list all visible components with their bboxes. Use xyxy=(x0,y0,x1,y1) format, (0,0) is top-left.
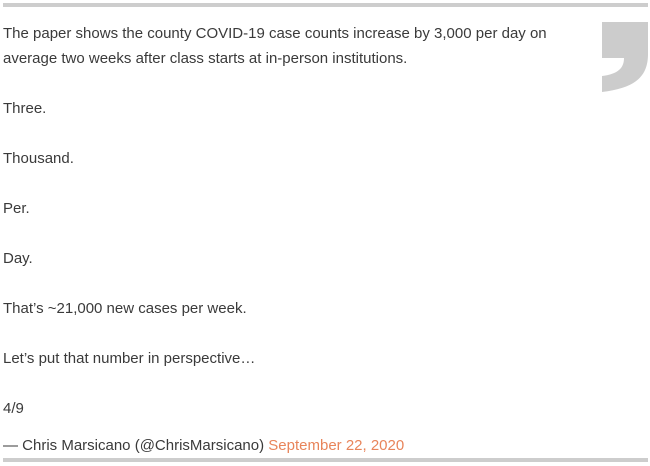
closing-quote-icon xyxy=(602,22,648,92)
tweet-paragraph: Thousand. xyxy=(3,150,74,167)
tweet-paragraph: Let’s put that number in perspective… xyxy=(3,350,256,367)
blockquote-bottom-border xyxy=(3,458,648,462)
tweet-paragraph: That’s ~21,000 new cases per week. xyxy=(3,300,247,317)
tweet-attribution: — Chris Marsicano (@ChrisMarsicano) Sept… xyxy=(3,433,404,458)
author-name: — Chris Marsicano (@ChrisMarsicano) xyxy=(3,437,265,454)
tweet-paragraph: Per. xyxy=(3,200,30,217)
tweet-paragraph: The paper shows the county COVID-19 case… xyxy=(3,25,547,67)
tweet-paragraph: Day. xyxy=(3,250,33,267)
blockquote-top-border xyxy=(3,3,648,7)
thread-counter: 4/9 xyxy=(3,400,24,417)
tweet-date-link[interactable]: September 22, 2020 xyxy=(268,437,405,454)
tweet-text: The paper shows the county COVID-19 case… xyxy=(3,21,593,433)
tweet-paragraph: Three. xyxy=(3,100,47,117)
